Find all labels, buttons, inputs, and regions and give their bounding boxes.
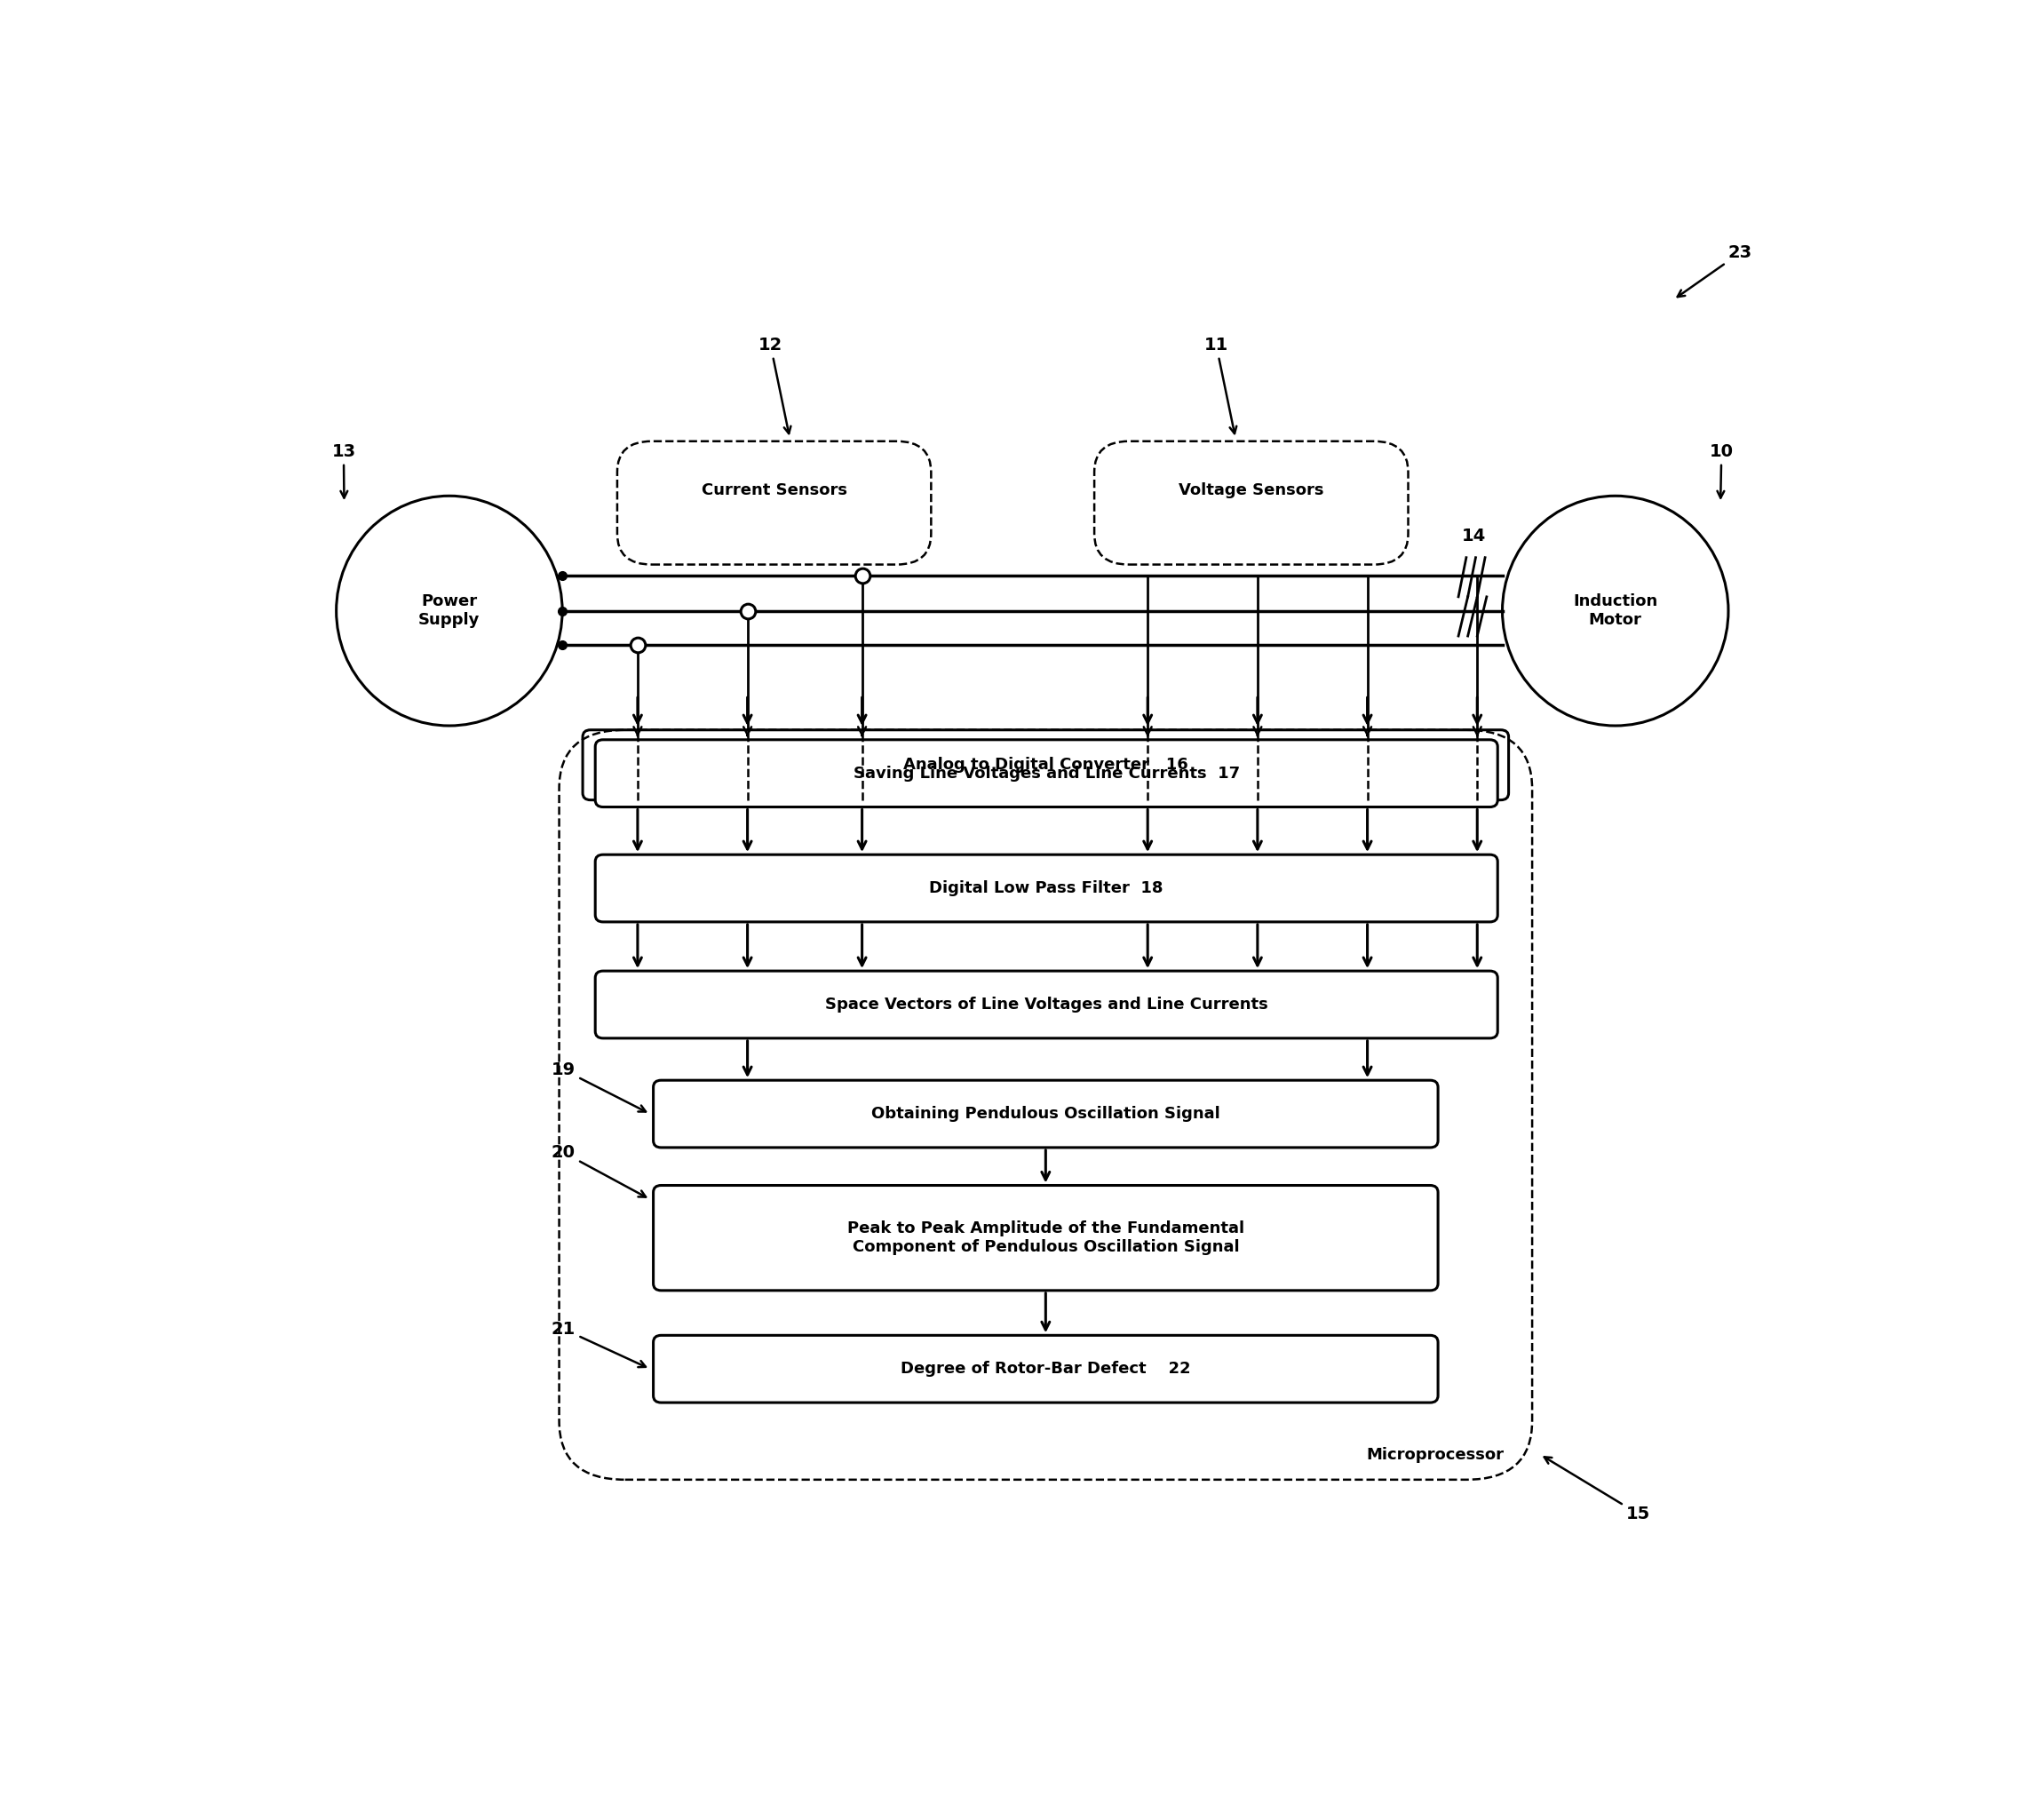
Ellipse shape: [1503, 495, 1729, 726]
FancyBboxPatch shape: [595, 970, 1498, 1037]
Text: Peak to Peak Amplitude of the Fundamental
Component of Pendulous Oscillation Sig: Peak to Peak Amplitude of the Fundamenta…: [846, 1221, 1243, 1256]
FancyBboxPatch shape: [654, 1336, 1438, 1403]
FancyBboxPatch shape: [654, 1081, 1438, 1148]
FancyBboxPatch shape: [583, 730, 1509, 801]
Text: 19: 19: [551, 1061, 646, 1112]
Text: 20: 20: [551, 1145, 646, 1198]
Ellipse shape: [336, 495, 563, 726]
Text: Degree of Rotor-Bar Defect    22: Degree of Rotor-Bar Defect 22: [901, 1361, 1191, 1378]
Text: 15: 15: [1545, 1458, 1650, 1523]
Text: Digital Low Pass Filter  18: Digital Low Pass Filter 18: [929, 881, 1164, 895]
FancyBboxPatch shape: [654, 1185, 1438, 1290]
Text: Voltage Sensors: Voltage Sensors: [1179, 482, 1324, 499]
Text: 12: 12: [759, 337, 792, 433]
FancyBboxPatch shape: [595, 855, 1498, 923]
Text: Microprocessor: Microprocessor: [1367, 1447, 1505, 1463]
Text: 23: 23: [1677, 244, 1752, 297]
FancyBboxPatch shape: [595, 739, 1498, 806]
Text: 21: 21: [551, 1321, 646, 1367]
Text: Saving Line Voltages and Line Currents  17: Saving Line Voltages and Line Currents 1…: [853, 766, 1239, 781]
Text: Power
Supply: Power Supply: [419, 593, 480, 628]
Text: Obtaining Pendulous Oscillation Signal: Obtaining Pendulous Oscillation Signal: [871, 1107, 1221, 1121]
Text: Current Sensors: Current Sensors: [701, 482, 846, 499]
Text: Analog to Digital Converter   16: Analog to Digital Converter 16: [903, 757, 1189, 774]
Text: 10: 10: [1709, 444, 1733, 499]
Text: 13: 13: [332, 444, 356, 499]
Text: 11: 11: [1205, 337, 1237, 433]
Text: Space Vectors of Line Voltages and Line Currents: Space Vectors of Line Voltages and Line …: [824, 997, 1268, 1012]
Text: Induction
Motor: Induction Motor: [1573, 593, 1658, 628]
Text: 14: 14: [1462, 528, 1486, 544]
